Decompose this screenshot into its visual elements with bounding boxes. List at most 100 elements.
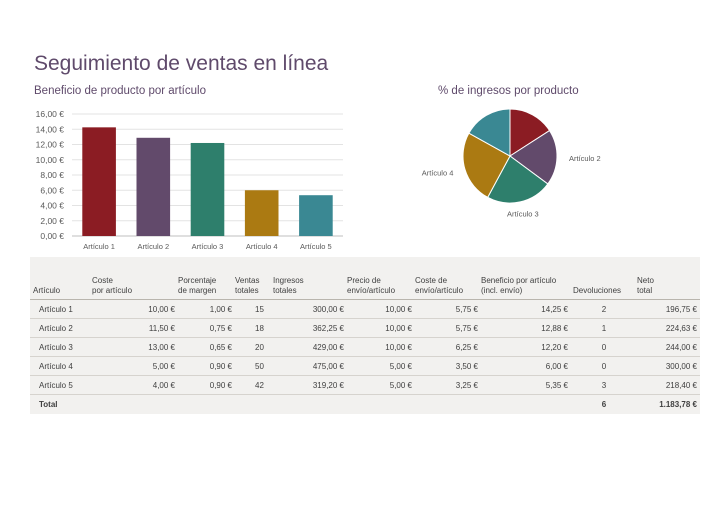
table-cell: 15 [235,299,273,319]
table-cell: 300,00 € [273,299,347,319]
table-cell: 12,20 € [481,337,571,357]
table-cell: 2 [571,299,637,319]
x-tick-label: Artículo 1 [83,242,115,251]
bar [190,142,225,236]
table-row: Artículo 1 10,00 €1,00 €15 300,00 €10,00 €… [30,299,700,319]
pie-chart-title: % de ingresos por producto [438,85,579,97]
empty-cell [178,394,235,414]
table-cell: 5,75 € [415,318,481,338]
table-cell: 5,00 € [347,375,415,395]
table-cell: 0,90 € [178,356,235,376]
table-cell: 0,90 € [178,375,235,395]
x-tick-label: Artículo 3 [192,242,224,251]
pie-slice [468,108,511,157]
table-cell: 14,25 € [481,299,571,319]
pie-slice [462,132,511,199]
table-row: Artículo 4 5,00 €0,90 €50 475,00 €5,00 €3,… [30,356,700,376]
empty-cell [481,394,571,414]
table-cell: 1,00 € [178,299,235,319]
empty-cell [347,394,415,414]
table-row: Artículo 2 11,50 €0,75 €18 362,25 €10,00 €… [30,318,700,338]
y-tick-label: 10,00 € [36,155,65,165]
column-header: Ingresos totales [273,257,347,300]
table-cell: Artículo 3 [30,337,92,357]
table-cell: 11,50 € [92,318,178,338]
total-row: Total 6 1.183,78 € [30,394,700,414]
bar [299,195,333,236]
table-row: Artículo 5 4,00 €0,90 €42 319,20 €5,00 €3,… [30,375,700,395]
table-cell: 6,25 € [415,337,481,357]
pie-label: Artículo 3 [507,210,539,219]
table-cell: 13,00 € [92,337,178,357]
y-tick-label: 2,00 € [40,216,64,226]
column-header: Coste de envío/artículo [415,257,481,300]
bar [244,190,279,236]
table-cell: 429,00 € [273,337,347,357]
pie-label: Artículo 1 [538,108,570,109]
empty-cell [415,394,481,414]
table-cell: 3,25 € [415,375,481,395]
table-cell: 5,75 € [415,299,481,319]
table-cell: 319,20 € [273,375,347,395]
pie-label: Artículo 4 [422,169,454,178]
table-cell: 5,00 € [347,356,415,376]
y-tick-label: 4,00 € [40,201,64,211]
column-header: Neto total [637,257,700,300]
table-cell: Artículo 1 [30,299,92,319]
y-tick-label: 12,00 € [36,140,65,150]
total-returns: 6 [571,394,637,414]
total-net: 1.183,78 € [637,394,700,414]
y-tick-label: 16,00 € [36,109,65,119]
table-cell: 3,50 € [415,356,481,376]
table-cell: 50 [235,356,273,376]
table-cell: 10,00 € [347,299,415,319]
table-cell: 196,75 € [637,299,700,319]
table-cell: 362,25 € [273,318,347,338]
table-cell: 12,88 € [481,318,571,338]
table-cell: 475,00 € [273,356,347,376]
table-cell: 10,00 € [347,337,415,357]
bar-chart: 0,00 € 2,00 € 4,00 € 6,00 € 8,00 € 10,00 € 12,… [36,109,343,251]
table-cell: Artículo 2 [30,318,92,338]
column-header: Beneficio por artículo (incl. envío) [481,257,571,300]
column-header: Devoluciones [571,257,637,300]
pie-label: Artículo 2 [569,154,601,163]
x-tick-label: Artículo 4 [246,242,278,251]
page-title: Seguimiento de ventas en línea [34,52,329,75]
x-tick-label: Artículo 5 [300,242,332,251]
table-cell: 224,63 € [637,318,700,338]
table-cell: 10,00 € [92,299,178,319]
table-cell: 18 [235,318,273,338]
column-header: Coste por artículo [92,257,178,300]
table-cell: 1 [571,318,637,338]
column-header: Artículo [30,257,92,300]
total-label: Total [30,394,92,414]
table-cell: 5,00 € [92,356,178,376]
pie-chart: Artículo 1 Artículo 2 Artículo 3 Artículo 4… [422,108,601,219]
sales-table: Artículo Coste por artículo Porcentaje de … [30,257,700,414]
y-tick-label: 14,00 € [36,124,65,134]
sales-table-container: Artículo Coste por artículo Porcentaje de … [30,257,700,414]
empty-cell [92,394,178,414]
x-tick-label: Artículo 2 [137,242,169,251]
table-cell: Artículo 5 [30,375,92,395]
empty-cell [273,394,347,414]
table-cell: 244,00 € [637,337,700,357]
table-cell: 218,40 € [637,375,700,395]
table-cell: 42 [235,375,273,395]
table-cell: 4,00 € [92,375,178,395]
pie-slice [487,155,549,204]
table-cell: 300,00 € [637,356,700,376]
table-cell: 6,00 € [481,356,571,376]
table-cell: 0,65 € [178,337,235,357]
column-header: Precio de envío/artículo [347,257,415,300]
table-cell: 0 [571,337,637,357]
bar [82,127,116,236]
bar-chart-title: Beneficio de producto por artículo [34,85,206,97]
table-cell: Artículo 4 [30,356,92,376]
y-tick-label: 0,00 € [40,231,64,241]
table-cell: 0,75 € [178,318,235,338]
table-cell: 0 [571,356,637,376]
table-cell: 20 [235,337,273,357]
column-header: Ventas totales [235,257,273,300]
